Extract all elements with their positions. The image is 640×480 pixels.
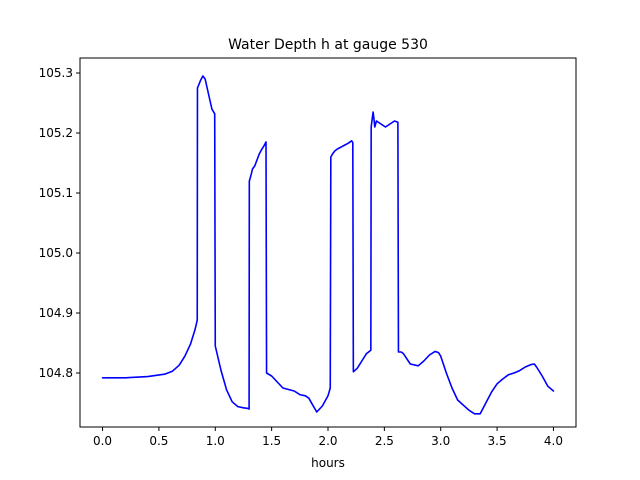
y-tick-label: 104.8 <box>39 366 73 380</box>
y-axis-ticks: 104.8 104.9 105.0 105.1 105.2 105.3 <box>39 66 80 380</box>
y-tick-label: 105.0 <box>39 246 73 260</box>
x-tick-label: 2.0 <box>318 434 337 448</box>
x-tick-label: 4.0 <box>544 434 563 448</box>
y-tick-label: 104.9 <box>39 306 73 320</box>
x-tick-label: 1.0 <box>206 434 225 448</box>
x-tick-label: 0.5 <box>149 434 168 448</box>
y-tick-label: 105.1 <box>39 186 73 200</box>
y-tick-label: 105.2 <box>39 126 73 140</box>
x-tick-label: 1.5 <box>262 434 281 448</box>
x-axis-label: hours <box>311 456 345 470</box>
x-tick-label: 3.5 <box>488 434 507 448</box>
y-tick-label: 105.3 <box>39 66 73 80</box>
x-axis-ticks: 0.0 0.5 1.0 1.5 2.0 2.5 3.0 3.5 4.0 <box>93 427 563 448</box>
series-line-water-depth <box>101 75 555 415</box>
x-tick-label: 3.0 <box>431 434 450 448</box>
x-tick-label: 2.5 <box>375 434 394 448</box>
chart-title: Water Depth h at gauge 530 <box>228 37 428 53</box>
x-tick-label: 0.0 <box>93 434 112 448</box>
